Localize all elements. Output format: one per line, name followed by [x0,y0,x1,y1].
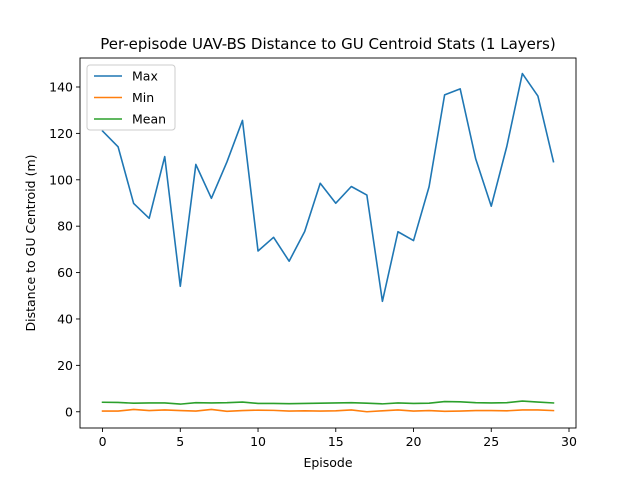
series-line-min [101,408,555,413]
chart-title: Per-episode UAV-BS Distance to GU Centro… [100,35,555,53]
series-layer [101,72,555,413]
y-tick-label: 140 [49,79,73,94]
legend-label-min: Min [132,90,154,105]
legend: Max Min Mean [86,64,176,131]
y-tick-label: 40 [57,311,73,326]
legend-label-max: Max [132,69,158,84]
y-tick-label: 120 [49,126,73,141]
y-tick-label: 60 [57,265,73,280]
y-tick-label: 100 [49,172,73,187]
series-line-mean [101,400,555,405]
series-line-max [101,72,555,303]
legend-box [86,64,176,131]
legend-label-mean: Mean [132,112,166,127]
y-tick-label: 20 [57,358,73,373]
ticks-layer: 0 5 10 15 20 25 30 0 20 40 60 80 100 120 140 [49,79,577,449]
x-axis-title: Episode [303,455,352,470]
x-tick-label: 20 [406,434,422,449]
y-tick-label: 80 [57,219,73,234]
x-tick-label: 30 [561,434,577,449]
x-tick-label: 5 [176,434,184,449]
x-tick-label: 10 [250,434,266,449]
plot-frame [79,57,577,429]
x-tick-label: 0 [99,434,107,449]
y-axis-title: Distance to GU Centroid (m) [23,154,38,331]
y-tick-label: 0 [65,404,73,419]
x-tick-label: 25 [483,434,499,449]
x-tick-label: 15 [328,434,344,449]
